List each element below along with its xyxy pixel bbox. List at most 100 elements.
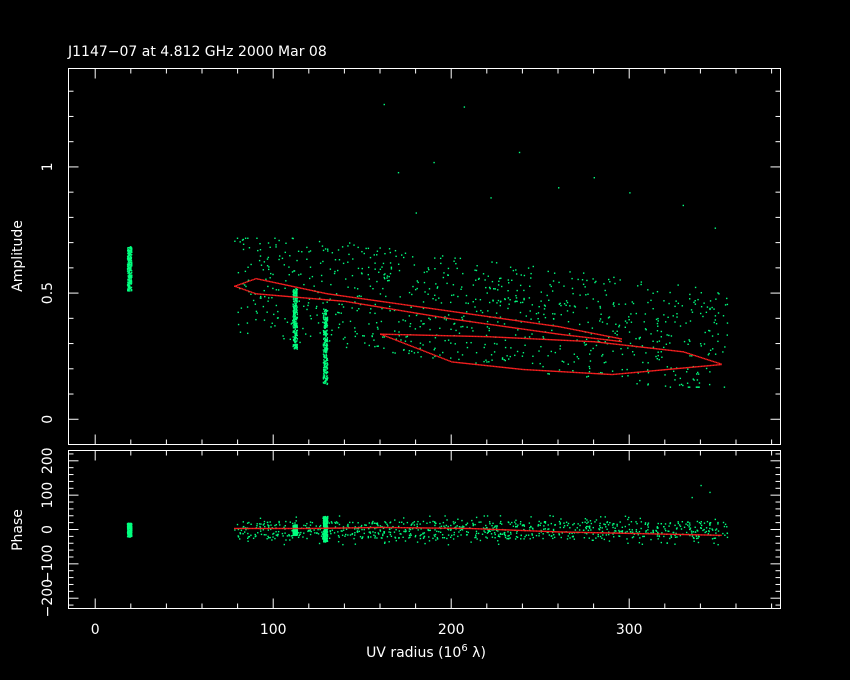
model-phase-point bbox=[316, 527, 318, 530]
amplitude-point bbox=[319, 297, 321, 300]
amplitude-point bbox=[377, 328, 379, 330]
model-point bbox=[390, 308, 392, 310]
amplitude-point bbox=[267, 285, 269, 288]
model-point bbox=[400, 303, 403, 306]
phase-point bbox=[532, 536, 534, 539]
phase-point bbox=[504, 536, 507, 539]
model-phase-point bbox=[461, 527, 463, 530]
phase-point bbox=[674, 536, 677, 538]
phase-point bbox=[529, 538, 531, 540]
model-point bbox=[428, 334, 431, 337]
model-point bbox=[538, 338, 541, 340]
model-phase-point bbox=[406, 527, 409, 529]
amplitude-point bbox=[503, 359, 505, 361]
amplitude-point bbox=[128, 284, 131, 287]
model-point bbox=[556, 333, 558, 335]
phase-point bbox=[472, 524, 474, 527]
amplitude-point bbox=[685, 371, 688, 373]
phase-point bbox=[357, 528, 360, 530]
model-point bbox=[402, 333, 404, 336]
phase-point bbox=[454, 526, 456, 529]
model-point bbox=[466, 320, 468, 322]
amplitude-point bbox=[326, 382, 329, 385]
amplitude-point bbox=[635, 337, 637, 340]
phase-point bbox=[293, 533, 295, 535]
model-point bbox=[425, 351, 428, 353]
model-point bbox=[523, 337, 526, 340]
phase-point bbox=[485, 524, 487, 527]
model-point bbox=[513, 337, 515, 339]
amplitude-point bbox=[126, 270, 129, 272]
phase-point bbox=[527, 534, 530, 536]
model-point bbox=[593, 337, 596, 340]
phase-point bbox=[127, 524, 129, 527]
amplitude-point bbox=[127, 251, 130, 254]
model-point bbox=[590, 332, 593, 334]
amplitude-point bbox=[708, 352, 710, 355]
model-point bbox=[381, 334, 383, 336]
amplitude-point bbox=[565, 304, 567, 307]
amplitude-point bbox=[566, 310, 569, 312]
model-point bbox=[711, 364, 713, 367]
model-phase-point bbox=[702, 534, 704, 536]
model-point bbox=[414, 305, 416, 307]
phase-point bbox=[369, 532, 372, 534]
phase-point bbox=[458, 526, 461, 528]
model-phase-point bbox=[556, 531, 558, 533]
amplitude-point bbox=[284, 287, 286, 289]
model-point bbox=[241, 282, 244, 285]
amplitude-point bbox=[128, 273, 131, 276]
amplitude-point bbox=[250, 293, 252, 295]
phase-point bbox=[295, 530, 298, 532]
phase-point bbox=[681, 520, 684, 523]
phase-point bbox=[128, 531, 130, 533]
amplitude-point bbox=[270, 326, 272, 328]
model-point bbox=[434, 334, 437, 337]
model-point bbox=[687, 352, 689, 354]
amplitude-point bbox=[609, 281, 611, 283]
phase-point bbox=[411, 528, 414, 530]
model-point bbox=[593, 332, 596, 335]
model-point bbox=[423, 313, 425, 316]
amplitude-point bbox=[296, 293, 298, 295]
amplitude-point bbox=[443, 318, 446, 320]
model-point bbox=[538, 323, 541, 325]
amplitude-point bbox=[294, 346, 297, 349]
amplitude-point bbox=[663, 314, 665, 316]
phase-point bbox=[589, 525, 591, 527]
model-point bbox=[469, 313, 471, 315]
phase-point bbox=[583, 537, 586, 539]
model-point bbox=[525, 337, 527, 340]
amplitude-point bbox=[550, 350, 553, 353]
model-point bbox=[562, 326, 564, 329]
model-point bbox=[667, 349, 670, 351]
phase-point bbox=[434, 535, 436, 538]
phase-point bbox=[712, 529, 714, 531]
model-phase-point bbox=[647, 533, 649, 535]
amplitude-point bbox=[274, 325, 276, 327]
amplitude-point bbox=[435, 299, 437, 301]
model-phase-point bbox=[668, 533, 670, 535]
amplitude-point bbox=[342, 306, 345, 308]
model-phase-point bbox=[397, 526, 400, 529]
amplitude-point bbox=[450, 328, 452, 331]
phase-point bbox=[666, 542, 668, 544]
amplitude-point bbox=[509, 355, 511, 358]
model-phase-point bbox=[712, 534, 715, 536]
amplitude-point bbox=[507, 297, 510, 299]
amplitude-point bbox=[264, 295, 266, 298]
amplitude-point bbox=[319, 332, 321, 334]
model-point bbox=[624, 372, 627, 375]
model-point bbox=[669, 349, 671, 352]
amplitude-point bbox=[458, 332, 461, 334]
model-point bbox=[531, 338, 533, 340]
phase-point bbox=[492, 522, 494, 525]
phase-point bbox=[432, 520, 434, 523]
amplitude-point bbox=[275, 304, 278, 307]
amplitude-point bbox=[286, 321, 289, 323]
phase-point bbox=[256, 523, 258, 525]
model-point bbox=[602, 338, 605, 341]
amplitude-point bbox=[722, 351, 724, 353]
model-point bbox=[560, 370, 563, 373]
amplitude-point bbox=[532, 265, 534, 268]
